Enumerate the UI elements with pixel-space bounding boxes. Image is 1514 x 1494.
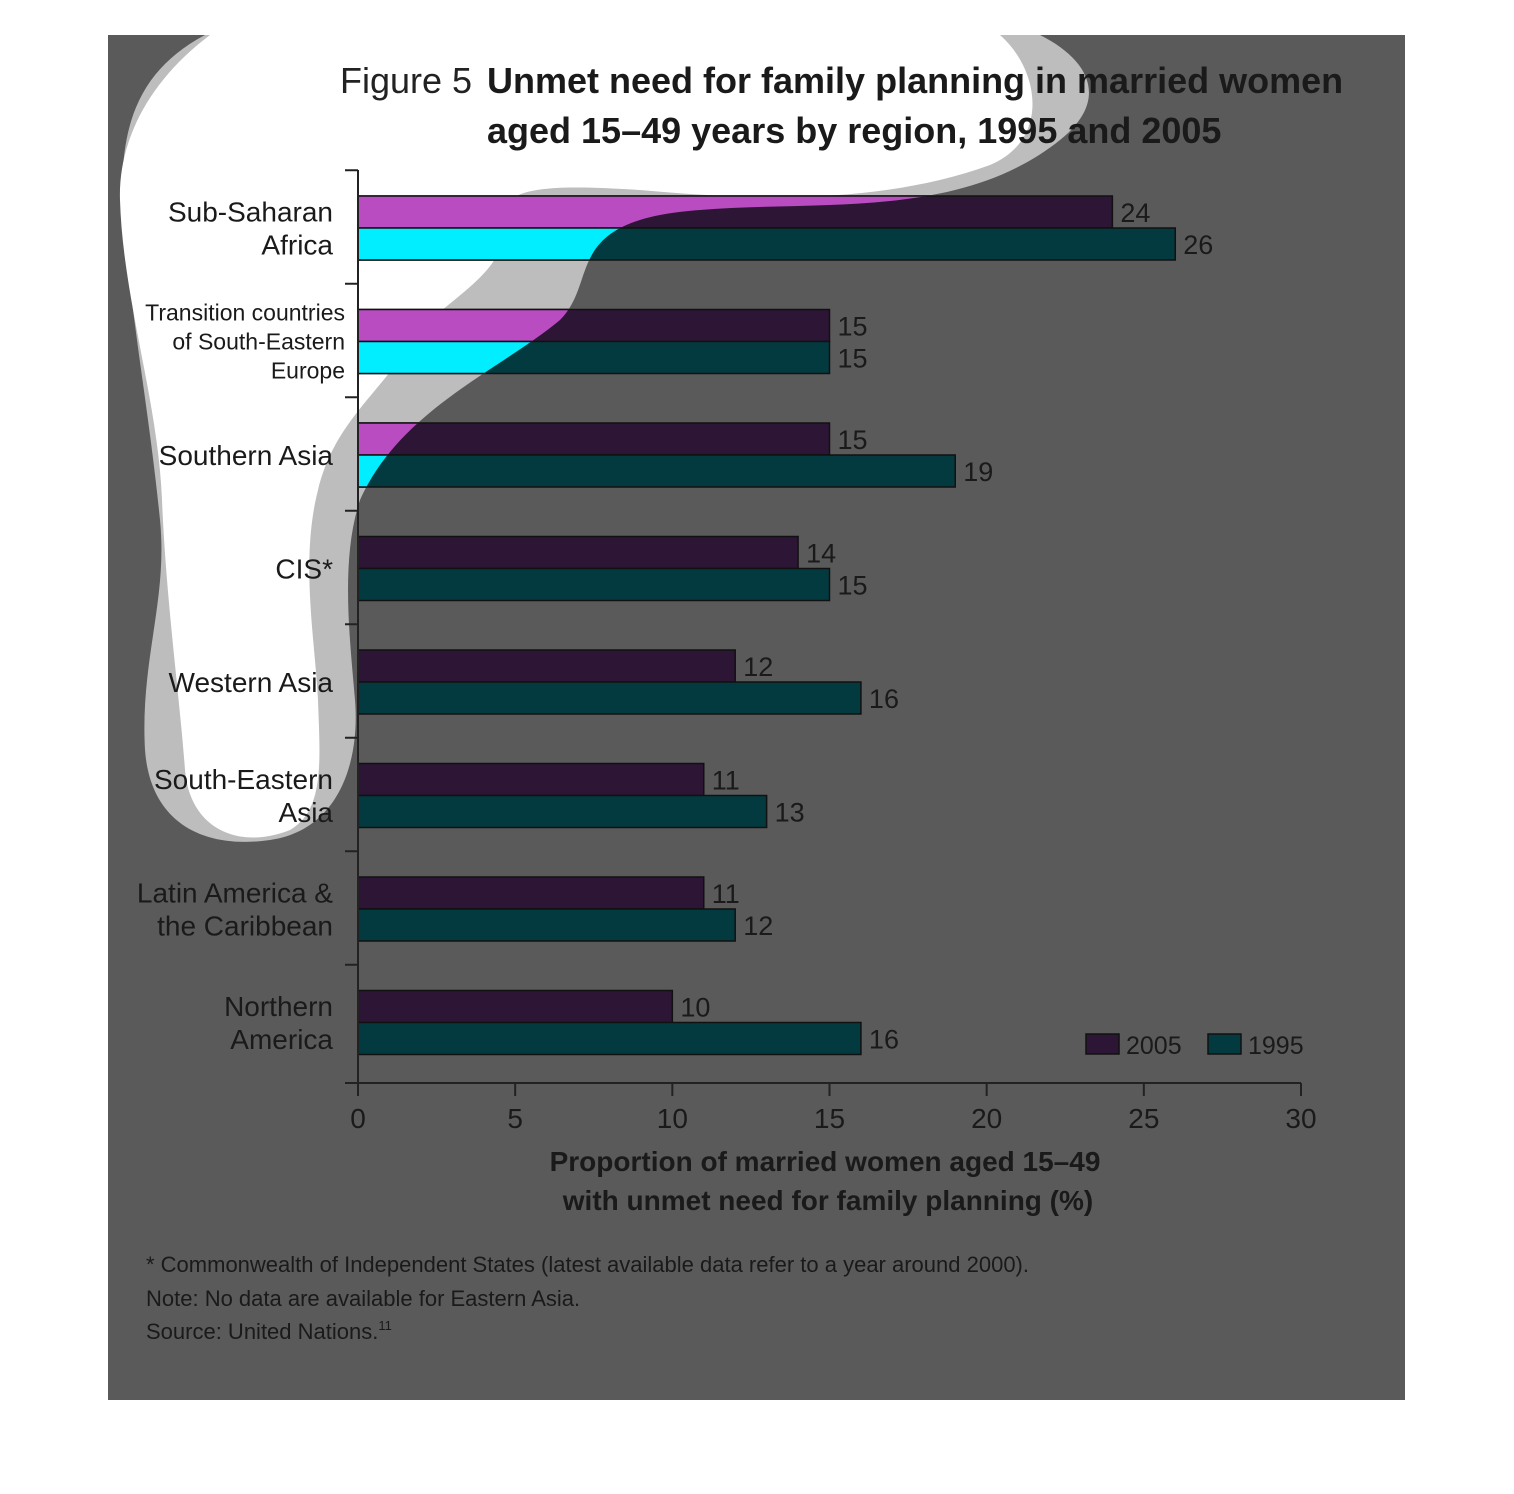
legend-swatch-2005 [1085,1033,1120,1055]
category-label-line: America [230,1024,333,1055]
data-label-1995-6: 12 [743,911,773,941]
category-label-5: South-Eastern Asia [154,764,333,828]
category-label-line: Asia [279,797,334,828]
category-label-4: Western Asia [169,667,334,698]
bar-2005-7 [357,989,674,1024]
bar-2005-4 [357,649,736,683]
bar-1995-2 [357,454,956,488]
category-label-line: Southern Asia [159,440,334,471]
data-label-1995-1: 15 [838,344,868,374]
x-axis-title-line-1: Proportion of married women aged 15–49 [550,1146,1101,1177]
data-label-2005-7: 10 [680,993,710,1023]
bar-1995-6 [357,908,736,942]
category-label-7: Northern America [224,991,333,1055]
note-cis: * Commonwealth of Independent States (la… [146,1252,1029,1277]
data-label-1995-5: 13 [775,798,805,828]
x-tick-label-3: 15 [814,1103,845,1134]
category-label-1: Transition countries of South-Eastern Euro… [145,300,345,384]
data-label-2005-1: 15 [838,312,868,342]
data-label-2005-2: 15 [838,425,868,455]
bar-2005-5 [357,762,705,797]
category-label-0: Sub-Saharan Africa [168,196,333,260]
figure-label: Figure 5 [340,60,472,101]
note-source-text: Source: United Nations. [146,1319,378,1344]
x-tick-label-5: 25 [1128,1103,1159,1134]
data-label-2005-5: 11 [712,766,740,796]
data-label-1995-4: 16 [869,684,899,714]
data-label-1995-2: 19 [963,457,993,487]
data-label-1995-0: 26 [1183,230,1213,260]
category-label-line: CIS* [275,553,333,584]
category-label-line: Africa [261,229,333,260]
highlight-blob [108,35,1033,838]
x-tick-label-2: 10 [657,1103,688,1134]
note-source: Source: United Nations.11 [146,1318,392,1344]
x-axis-title-line-2: with unmet need for family planning (%) [562,1185,1093,1216]
chart-title-line-1: Unmet need for family planning in marrie… [487,60,1343,101]
bar-2005-6 [357,876,705,910]
data-label-1995-3: 15 [838,571,868,601]
category-label-line: South-Eastern [154,764,333,795]
data-label-1995-7: 16 [869,1025,899,1055]
legend-label-1995: 1995 [1248,1032,1304,1060]
chart-title-line-2: aged 15–49 years by region, 1995 and 200… [487,110,1221,151]
x-tick-label-1: 5 [507,1103,523,1134]
category-label-line: Transition countries [145,300,345,326]
note-eastern-asia: Note: No data are available for Eastern … [146,1286,580,1311]
x-tick-label-0: 0 [350,1103,366,1134]
axes-layer: Sub-Saharan Africa Transition countries of … [137,169,1317,1134]
note-source-superscript: 11 [378,1318,392,1333]
x-tick-label-6: 30 [1285,1103,1316,1134]
data-label-2005-4: 12 [743,652,773,682]
category-label-line: Sub-Saharan [168,196,333,227]
legend-label-2005: 2005 [1126,1032,1182,1060]
category-label-line: the Caribbean [157,910,333,941]
x-tick-label-4: 20 [971,1103,1002,1134]
category-label-line: Europe [271,358,345,384]
legend-swatch-1995 [1207,1033,1242,1055]
bar-1995-7 [357,1021,862,1056]
category-label-line: of South-Eastern [172,329,345,355]
data-label-2005-0: 24 [1120,198,1150,228]
bar-1995-5 [357,794,768,829]
bar-1995-4 [357,681,862,715]
legend: 2005 1995 [1085,1032,1304,1060]
category-label-2: Southern Asia [159,440,334,471]
category-label-line: Northern [224,991,333,1022]
category-label-6: Latin America & the Caribbean [137,877,333,941]
data-label-2005-3: 14 [806,539,836,569]
bar-2005-3 [357,535,799,570]
category-label-line: Latin America & [137,877,333,908]
bar-1995-3 [357,567,831,602]
data-label-2005-6: 11 [712,879,740,909]
category-label-line: Western Asia [169,667,334,698]
bar-2005-2 [357,422,831,456]
category-label-3: CIS* [275,553,333,584]
